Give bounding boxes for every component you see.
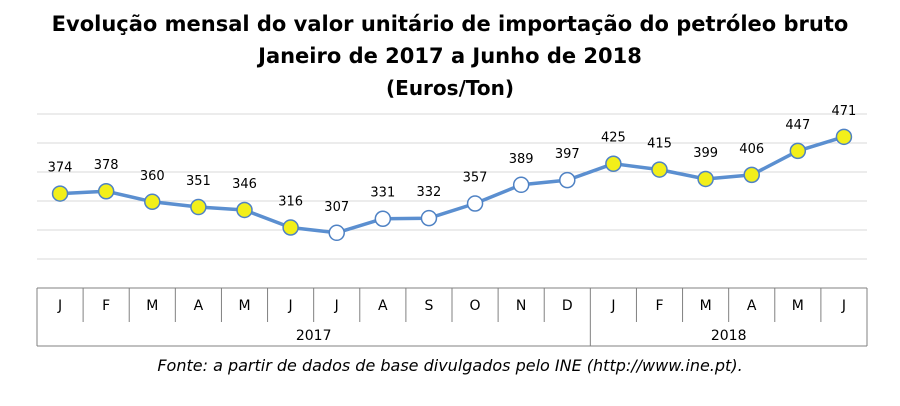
data-label: 397 — [555, 147, 580, 162]
data-label: 471 — [832, 104, 857, 119]
chart-unit: (Euros/Ton) — [386, 76, 514, 100]
x-tick-label: A — [747, 298, 757, 314]
data-point — [97, 182, 115, 200]
data-labels: 374 378 360 351 346 316 307 331 332 357 389 397 425 4… — [48, 104, 857, 215]
series-line — [58, 135, 846, 235]
x-tick-label: J — [57, 298, 62, 314]
data-label: 415 — [647, 137, 672, 152]
data-point — [651, 161, 668, 178]
data-label: 378 — [94, 158, 119, 173]
x-tick-label: N — [516, 298, 526, 314]
data-label: 389 — [509, 152, 534, 167]
x-group-label-2017: 2017 — [296, 328, 332, 344]
data-label: 447 — [785, 118, 810, 133]
x-tick-label: O — [470, 298, 481, 314]
data-point — [282, 219, 299, 236]
data-point — [190, 198, 207, 216]
source-note: Fonte: a partir de dados de base divulga… — [157, 356, 743, 375]
chart-subtitle: Janeiro de 2017 a Junho de 2018 — [258, 44, 642, 68]
data-label: 316 — [278, 195, 303, 210]
x-tick-label: S — [424, 298, 433, 314]
data-label: 357 — [463, 171, 488, 186]
x-tick-label: A — [194, 298, 204, 314]
data-point — [789, 142, 807, 160]
data-label: 351 — [186, 174, 211, 189]
data-point — [374, 210, 392, 227]
gridlines — [37, 113, 867, 260]
data-point — [559, 171, 576, 189]
data-label: 331 — [370, 186, 395, 201]
x-tick-label: J — [610, 298, 615, 314]
data-point — [236, 201, 253, 219]
chart-title: Evolução mensal do valor unitário de imp… — [51, 12, 849, 36]
data-point — [835, 128, 853, 146]
x-tick-label: D — [562, 298, 573, 314]
data-point — [512, 176, 530, 194]
data-point — [743, 166, 760, 184]
data-point — [605, 155, 622, 172]
x-tick-label: M — [238, 298, 250, 314]
data-label: 406 — [739, 142, 764, 157]
data-point — [328, 224, 345, 242]
data-label: 399 — [693, 146, 718, 161]
data-label: 332 — [417, 185, 442, 200]
data-point — [420, 209, 438, 227]
x-tick-label: M — [792, 298, 804, 314]
x-tick-label: J — [334, 298, 339, 314]
data-point — [466, 195, 484, 212]
x-tick-label: M — [146, 298, 158, 314]
data-label: 307 — [324, 200, 349, 215]
data-label: 374 — [48, 161, 73, 176]
data-point — [697, 170, 714, 188]
data-point — [51, 185, 69, 202]
x-group-label-2018: 2018 — [711, 328, 747, 344]
x-tick-label: F — [655, 298, 663, 314]
data-label: 346 — [232, 177, 257, 192]
x-tick-label: A — [378, 298, 388, 314]
x-tick-label: J — [841, 298, 846, 314]
x-tick-label: M — [700, 298, 712, 314]
data-label: 425 — [601, 131, 626, 146]
x-tick-label: F — [102, 298, 110, 314]
x-tick-label: J — [288, 298, 293, 314]
data-point — [144, 193, 161, 211]
data-label: 360 — [140, 169, 165, 184]
series-line-group — [51, 128, 853, 242]
chart-title-block: Evolução mensal do valor unitário de imp… — [0, 8, 900, 104]
